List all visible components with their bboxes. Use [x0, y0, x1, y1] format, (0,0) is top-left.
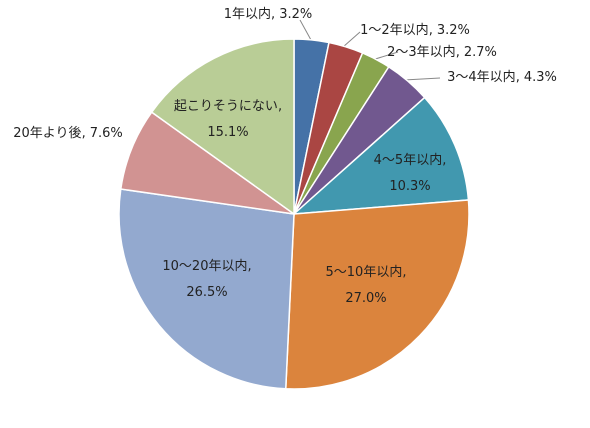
value-label: 10.3%: [389, 179, 430, 194]
separator: ,: [516, 70, 520, 85]
data-label: 起こりそうにない, 15.1%: [174, 99, 282, 140]
value-label: 26.5%: [186, 285, 227, 300]
separator: ,: [247, 259, 251, 274]
separator: ,: [456, 45, 460, 60]
separator: ,: [271, 7, 275, 22]
leader-line: [403, 77, 441, 81]
pie-slice: [150, 38, 295, 216]
category-label: 2～3年以内: [387, 44, 456, 60]
value-label: 7.6%: [90, 126, 123, 141]
data-label: 1年以内, 3.2%: [224, 6, 312, 22]
category-label: 起こりそうにない: [174, 99, 278, 114]
data-label: 10～20年以内, 26.5%: [162, 258, 251, 300]
pie-slice: [291, 96, 470, 215]
leader-line: [342, 31, 361, 48]
category-label: 1～2年以内: [360, 22, 429, 38]
leader-line: [371, 51, 399, 61]
separator: ,: [82, 126, 86, 141]
value-label: 4.3%: [524, 70, 557, 85]
data-label: 4～5年以内, 10.3%: [374, 152, 447, 194]
pie-slice: [284, 199, 470, 390]
category-label: 4～5年以内: [374, 152, 443, 168]
value-label: 15.1%: [207, 125, 248, 140]
separator: ,: [442, 153, 446, 168]
leader-line: [299, 19, 312, 41]
value-label: 3.2%: [437, 23, 470, 38]
data-label: 2～3年以内, 2.7%: [387, 44, 497, 60]
data-label: 3～4年以内, 4.3%: [447, 69, 557, 85]
category-label: 1年以内: [224, 6, 271, 22]
separator: ,: [278, 99, 282, 114]
separator: ,: [402, 265, 406, 280]
value-label: 2.7%: [464, 45, 497, 60]
pie-slice: [118, 188, 295, 390]
value-label: 3.2%: [279, 7, 312, 22]
category-label: 20年より後: [13, 126, 81, 141]
separator: ,: [429, 23, 433, 38]
data-label: 1～2年以内, 3.2%: [360, 22, 470, 38]
category-label: 10～20年以内: [162, 258, 247, 274]
category-label: 5～10年以内: [326, 264, 403, 280]
data-label: 20年より後, 7.6%: [13, 126, 122, 141]
value-label: 27.0%: [345, 291, 386, 306]
data-label: 5～10年以内, 27.0%: [326, 264, 407, 306]
category-label: 3～4年以内: [447, 69, 516, 85]
